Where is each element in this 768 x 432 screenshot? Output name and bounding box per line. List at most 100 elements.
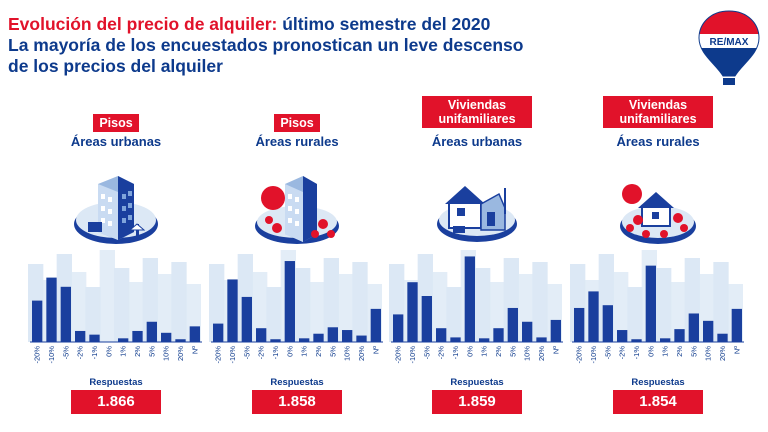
- bar-4: [270, 339, 281, 342]
- bar-8: [688, 313, 699, 342]
- x-tick-label: 1%: [300, 346, 309, 357]
- bar-1: [46, 277, 57, 342]
- panel-subtitle: Áreas urbanas: [70, 134, 162, 149]
- x-tick-label: -2%: [437, 346, 446, 360]
- bar-11: [370, 308, 381, 342]
- x-tick-label: Nº: [732, 346, 741, 354]
- bar-11: [550, 319, 561, 342]
- panel-viviendas-urbanas: Viviendas unifamiliares Áreas urbanas -2…: [387, 92, 567, 422]
- x-tick-label: 10%: [343, 346, 352, 361]
- bar-9: [522, 321, 533, 342]
- responses-count: 1.866: [71, 390, 161, 414]
- bar-0: [213, 323, 224, 342]
- panel-pisos-urbanas: Pisos Áreas urbanas -20% -10% -5% -2% -1% 0% 1…: [26, 92, 206, 422]
- bar-10: [717, 333, 728, 342]
- bar-11: [731, 308, 742, 342]
- page-title: Evolución del precio de alquiler: último…: [8, 14, 668, 77]
- panel-tag: Viviendas unifamiliares: [603, 96, 713, 128]
- bar-chart-viviendas-rurales: -20% -10% -5% -2% -1% 0% 1% 2% 5% 10% 20% Nº: [570, 250, 744, 364]
- bar-6: [299, 338, 310, 342]
- x-tick-label: -1%: [271, 346, 280, 360]
- x-tick-label: 5%: [508, 346, 517, 357]
- x-tick-label: -2%: [618, 346, 627, 360]
- x-tick-label: Nº: [551, 346, 560, 354]
- bar-8: [327, 327, 338, 342]
- responses-label: Respuestas: [631, 377, 685, 388]
- bar-0: [574, 307, 585, 342]
- x-tick-label: 5%: [328, 346, 337, 357]
- x-tick-label: 0%: [104, 346, 113, 357]
- bar-chart-pisos-rurales: -20% -10% -5% -2% -1% 0% 1% 2% 5% 10% 20% Nº: [209, 250, 383, 364]
- x-tick-label: -10%: [228, 346, 237, 364]
- x-tick-label: 2%: [133, 346, 142, 357]
- x-tick-label: 5%: [689, 346, 698, 357]
- bar-9: [342, 330, 353, 342]
- title-highlight: Evolución del precio de alquiler:: [8, 14, 278, 34]
- bar-8: [507, 307, 518, 342]
- panel-tag: Viviendas unifamiliares: [422, 96, 532, 128]
- responses-count: 1.858: [252, 390, 342, 414]
- x-tick-label: -20%: [394, 346, 403, 364]
- rural-apartment-building-icon: [255, 176, 339, 244]
- x-tick-label: 0%: [465, 346, 474, 357]
- bar-5: [645, 265, 656, 342]
- responses-label: Respuestas: [450, 377, 504, 388]
- panel-viviendas-rurales: Viviendas unifamiliares Áreas rurales -2…: [568, 92, 748, 422]
- x-tick-label: 0%: [285, 346, 294, 357]
- x-tick-label: -1%: [451, 346, 460, 360]
- x-tick-label: -20%: [214, 346, 223, 364]
- x-tick-label: 2%: [314, 346, 323, 357]
- remax-balloon-logo: RE/MAX: [698, 10, 760, 85]
- x-tick-label: 5%: [147, 346, 156, 357]
- bar-5: [464, 256, 475, 342]
- bar-7: [493, 328, 504, 342]
- x-tick-label: -2%: [76, 346, 85, 360]
- responses-count: 1.859: [432, 390, 522, 414]
- x-tick-label: 10%: [704, 346, 713, 361]
- bar-4: [631, 339, 642, 342]
- bar-0: [32, 300, 43, 342]
- x-tick-label: -5%: [422, 346, 431, 360]
- x-tick-label: -5%: [61, 346, 70, 360]
- bar-11: [189, 326, 200, 342]
- bar-2: [602, 305, 613, 342]
- bar-3: [617, 330, 628, 342]
- x-tick-label: Nº: [190, 346, 199, 354]
- bar-6: [660, 338, 671, 342]
- panel-pisos-rurales: Pisos Áreas rurales -20% -10% -5% -2% -1% 0% 1…: [207, 92, 387, 422]
- bar-2: [421, 296, 432, 342]
- bar-7: [132, 330, 143, 342]
- bar-7: [313, 333, 324, 342]
- bar-10: [175, 339, 186, 342]
- x-tick-label: 10%: [162, 346, 171, 361]
- bar-8: [146, 321, 157, 342]
- bar-9: [161, 332, 172, 342]
- x-tick-label: -5%: [603, 346, 612, 360]
- x-tick-label: 1%: [661, 346, 670, 357]
- bar-2: [241, 296, 252, 342]
- bar-1: [407, 282, 418, 342]
- bar-6: [118, 338, 129, 342]
- bar-7: [674, 329, 685, 342]
- bar-4: [450, 337, 461, 342]
- x-tick-label: 1%: [480, 346, 489, 357]
- title-line-1: Evolución del precio de alquiler: último…: [8, 14, 668, 35]
- bar-3: [75, 330, 86, 342]
- bar-10: [356, 335, 367, 342]
- x-tick-label: 1%: [119, 346, 128, 357]
- x-tick-label: -20%: [575, 346, 584, 364]
- x-tick-label: -1%: [90, 346, 99, 360]
- x-tick-label: -1%: [632, 346, 641, 360]
- title-line-2: La mayoría de los encuestados pronostica…: [8, 35, 524, 55]
- bar-2: [60, 286, 71, 342]
- x-tick-label: Nº: [371, 346, 380, 354]
- bar-6: [479, 338, 490, 342]
- x-tick-label: 2%: [675, 346, 684, 357]
- panel-subtitle: Áreas rurales: [255, 134, 339, 149]
- x-tick-label: -20%: [33, 346, 42, 364]
- panel-tag: Pisos: [274, 114, 320, 132]
- x-tick-label: -10%: [589, 346, 598, 364]
- panel-tag: Pisos: [93, 114, 139, 132]
- x-tick-label: 20%: [537, 346, 546, 361]
- x-tick-label: -2%: [257, 346, 266, 360]
